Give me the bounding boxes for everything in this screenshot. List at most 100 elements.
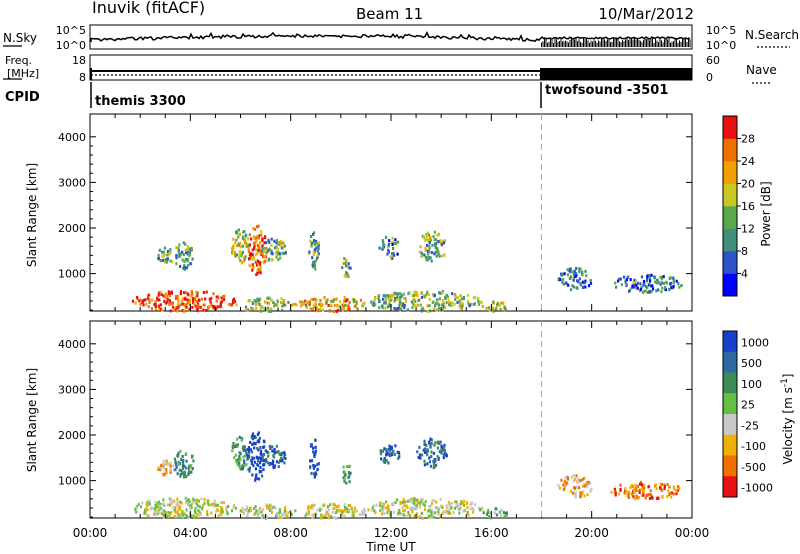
velocity-data-cell [423,442,427,446]
velocity-data-cell [560,478,563,482]
velocity-data-cell [319,516,323,520]
power-data-cell [487,306,490,310]
power-data-cell [160,293,163,296]
power-data-cell [566,273,569,277]
velocity-ylabel: Slant Range [km] [25,368,39,472]
velocity-data-cell [186,499,189,503]
power-data-cell [346,304,349,307]
nsearch-bar [665,39,667,47]
power-data-cell [468,304,471,307]
velocity-data-cell [178,462,181,465]
nsearch-tick-top: 10^5 [706,24,736,37]
power-data-cell [415,290,418,294]
power-data-cell [416,303,419,307]
power-data-cell [157,291,161,295]
cpid-label: CPID [5,90,40,105]
power-data-cell [414,299,417,303]
velocity-data-cell [266,506,269,510]
power-data-cell [247,237,250,241]
power-data-cell [267,248,270,252]
velocity-data-cell [146,508,149,511]
power-data-cell [344,261,347,265]
velocity-data-cell [176,509,179,513]
power-data-cell [180,299,183,303]
velocity-data-cell [157,466,160,470]
power-data-cell [156,296,159,300]
nsearch-bar [544,37,545,47]
power-data-cell [277,258,280,262]
power-data-cell [443,253,446,257]
velocity-data-cell [258,469,261,473]
nsearch-bar [619,41,620,47]
velocity-colorbar-swatch [723,372,737,394]
power-data-cell [459,302,462,305]
velocity-data-cell [187,466,190,470]
power-data-cell [415,292,418,296]
power-data-cell [636,281,639,285]
velocity-data-cell [305,513,308,517]
velocity-data-cell [314,464,317,468]
nsearch-bar [638,39,640,47]
power-data-cell [466,299,469,303]
velocity-data-cell [307,505,310,508]
velocity-data-cell [318,508,322,512]
velocity-data-cell [640,483,644,487]
velocity-data-cell [575,474,578,478]
velocity-data-cell [202,504,205,507]
power-data-cell [425,237,428,241]
velocity-data-cell [239,452,242,456]
velocity-data-cell [154,504,157,507]
power-data-cell [573,273,576,277]
velocity-data-cell [343,473,346,477]
nsearch-bar [671,41,673,47]
power-data-cell [284,251,287,255]
power-data-cell [569,270,572,274]
power-data-cell [215,295,218,299]
velocity-data-cell [222,501,225,505]
power-data-cell [502,301,505,305]
power-data-cell [177,303,180,307]
velocity-data-cell [343,503,346,507]
velocity-data-cell [420,497,423,501]
velocity-data-cell [323,503,326,507]
power-data-cell [244,255,247,259]
velocity-data-cell [251,434,254,438]
velocity-data-cell [158,511,161,515]
power-data-cell [451,292,454,296]
power-data-cell [148,301,151,304]
power-data-cell [162,258,165,262]
velocity-data-cell [176,497,179,501]
power-data-cell [431,243,434,247]
velocity-data-cell [385,506,388,510]
power-data-cell [202,291,205,294]
velocity-data-cell [406,499,409,503]
velocity-data-cell [180,501,183,505]
power-data-cell [242,259,245,263]
velocity-data-cell [429,510,433,514]
velocity-data-cell [273,451,276,455]
velocity-data-cell [640,488,643,492]
velocity-data-cell [678,487,681,491]
velocity-data-cell [236,437,239,441]
power-data-cell [238,256,241,260]
power-data-cell [252,227,255,230]
power-data-cell [205,290,208,294]
freq-tick-bottom: 8 [79,71,86,84]
power-data-cell [212,292,215,296]
power-data-cell [500,301,503,305]
power-data-cell [559,278,562,281]
velocity-data-cell [429,445,432,449]
velocity-data-cell [214,503,217,507]
power-data-cell [585,274,588,278]
velocity-data-cell [347,471,350,474]
power-data-cell [310,241,313,245]
velocity-data-cell [159,502,162,506]
power-data-cell [397,292,400,296]
velocity-data-cell [183,470,186,474]
velocity-data-cell [421,498,424,502]
power-data-cell [406,308,409,312]
nsearch-bar [604,39,605,47]
velocity-data-cell [195,502,198,506]
velocity-data-cell [418,505,422,509]
velocity-data-cell [205,510,209,514]
